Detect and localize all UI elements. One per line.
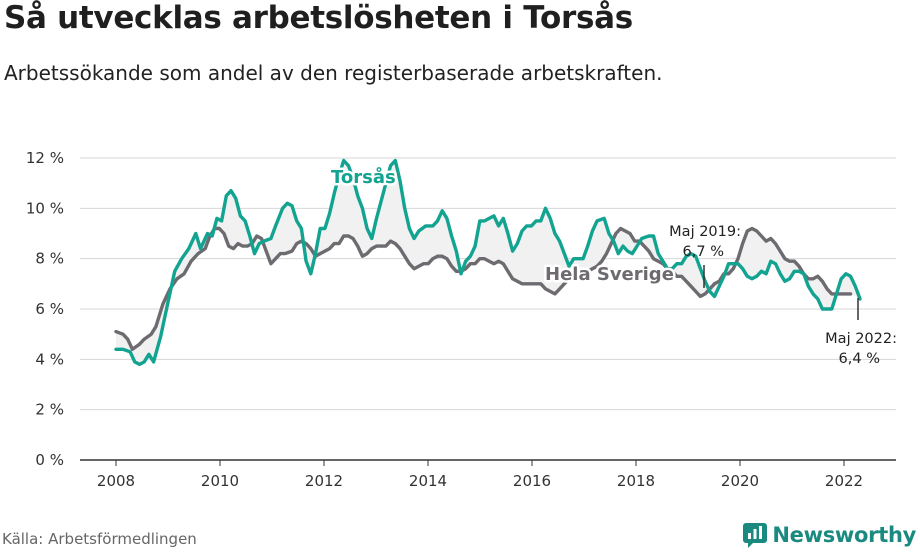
chart-subtitle: Arbetssökande som andel av den registerb… — [4, 61, 663, 85]
series-line-torsas — [114, 158, 862, 367]
chart-title: Så utvecklas arbetslösheten i Torsås — [4, 0, 633, 36]
annotation-2022-value: 6,4 % — [839, 351, 880, 367]
x-tick-label: 2018 — [617, 472, 655, 490]
y-tick-label: 10 % — [26, 199, 64, 217]
y-tick-label: 0 % — [35, 451, 64, 469]
y-tick-label: 8 % — [35, 250, 64, 268]
x-tick-label: 2008 — [97, 472, 135, 490]
x-tick-label: 2010 — [201, 472, 239, 490]
series-label-torsas: Torsås — [331, 166, 396, 188]
series-label-hela-sverige-halo: Hela Sverige — [545, 264, 674, 285]
y-tick-label: 2 % — [35, 401, 64, 419]
x-tick-label: 2022 — [825, 472, 863, 490]
series-label-torsas-halo: Torsås — [331, 166, 396, 188]
x-tick-label: 2012 — [305, 472, 343, 490]
annotation-2019-value: 6,7 % — [683, 244, 724, 260]
annotation-2019-label: Maj 2019: — [669, 224, 741, 240]
brand-name: Newsworthy — [772, 523, 916, 547]
x-tick-label: 2020 — [721, 472, 759, 490]
y-axis: 0 % 2 % 4 % 6 % 8 % 10 % 12 % — [26, 149, 64, 469]
series-line-hela-sverige — [114, 226, 853, 351]
x-axis: 2008 2010 2012 2014 2016 2018 2020 2022 — [97, 460, 863, 490]
y-tick-label: 6 % — [35, 300, 64, 318]
annotation-2022-label: Maj 2022: — [825, 331, 897, 347]
series-lines — [114, 158, 862, 367]
series-label-hela-sverige: Hela Sverige — [545, 264, 674, 285]
grid-lines — [80, 157, 896, 461]
source-note: Källa: Arbetsförmedlingen — [2, 530, 197, 548]
x-tick-label: 2016 — [513, 472, 551, 490]
y-tick-label: 12 % — [26, 149, 64, 167]
y-tick-label: 4 % — [35, 350, 64, 368]
chart-logo-icon — [743, 523, 768, 548]
x-tick-label: 2014 — [409, 472, 447, 490]
annotations: Maj 2019: 6,7 % Maj 2022: 6,4 % — [669, 224, 897, 367]
brand-logo: Newsworthy — [742, 520, 916, 550]
